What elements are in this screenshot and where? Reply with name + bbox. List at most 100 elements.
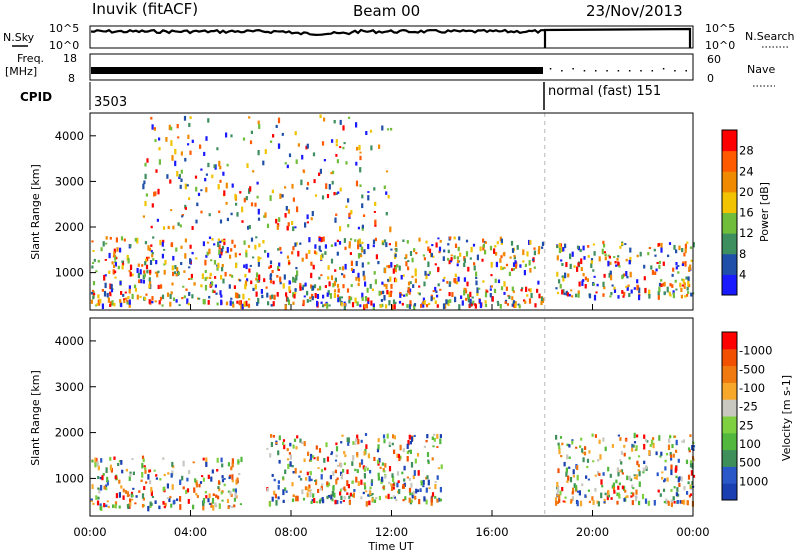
echo-cell	[338, 241, 342, 245]
echo-cell	[381, 303, 384, 308]
echo-cell	[320, 254, 323, 261]
echo-cell	[355, 476, 358, 483]
echo-cell	[495, 252, 498, 256]
echo-cell	[313, 250, 317, 254]
echo-cell	[392, 495, 395, 498]
echo-cell	[596, 283, 599, 287]
echo-cell	[282, 283, 285, 289]
echo-cell	[340, 441, 343, 444]
echo-cell	[231, 462, 234, 468]
echo-cell	[616, 500, 619, 505]
echo-cell	[388, 264, 391, 269]
echo-cell	[459, 252, 462, 257]
echo-cell	[438, 250, 441, 254]
echo-cell	[489, 288, 492, 291]
echo-cell	[175, 247, 178, 252]
echo-cell	[377, 472, 380, 478]
echo-cell	[652, 442, 655, 449]
echo-cell	[576, 500, 579, 507]
echo-cell	[456, 256, 459, 260]
echo-cell	[97, 476, 100, 479]
echo-cell	[687, 481, 690, 485]
echo-cell	[108, 252, 111, 259]
echo-cell	[318, 237, 321, 242]
echo-cell	[355, 276, 358, 281]
echo-cell	[673, 501, 676, 504]
echo-cell	[597, 471, 600, 476]
echo-cell	[484, 241, 487, 244]
echo-cell	[170, 291, 173, 295]
echo-cell	[119, 299, 122, 303]
echo-cell	[262, 240, 265, 244]
echo-cell	[449, 281, 452, 285]
echo-cell	[313, 179, 316, 184]
echo-cell	[310, 261, 313, 266]
echo-cell	[632, 492, 635, 497]
echo-cell	[638, 470, 641, 477]
echo-cell	[100, 247, 103, 252]
echo-cell	[227, 505, 230, 509]
echo-cell	[279, 276, 282, 283]
echo-cell	[678, 483, 681, 487]
echo-cell	[512, 290, 515, 293]
echo-cell	[643, 264, 646, 269]
echo-cell	[218, 210, 221, 213]
echo-cell	[575, 446, 578, 449]
echo-cell	[408, 478, 411, 481]
echo-cell	[385, 242, 388, 248]
echo-cell	[385, 304, 388, 309]
echo-cell	[238, 473, 241, 476]
echo-cell	[357, 481, 360, 487]
echo-cell	[669, 452, 672, 456]
nave-dot	[572, 68, 574, 70]
echo-cell	[304, 282, 307, 287]
echo-cell	[633, 474, 636, 477]
echo-cell	[684, 295, 687, 298]
echo-cell	[282, 442, 285, 446]
echo-cell	[170, 140, 173, 146]
echo-cell	[129, 244, 132, 248]
echo-cell	[312, 493, 315, 498]
echo-cell	[270, 304, 273, 307]
echo-cell	[588, 450, 591, 454]
echo-cell	[607, 254, 610, 257]
echo-cell	[103, 485, 106, 490]
echo-cell	[337, 297, 340, 303]
echo-cell	[422, 479, 425, 485]
echo-cell	[681, 500, 684, 505]
echo-cell	[325, 301, 328, 305]
echo-cell	[343, 496, 346, 500]
echo-cell	[299, 285, 302, 291]
echo-cell	[579, 248, 582, 252]
echo-cell	[202, 457, 205, 461]
echo-cell	[272, 301, 275, 307]
echo-cell	[428, 487, 431, 490]
echo-cell	[638, 287, 641, 293]
echo-cell	[331, 180, 334, 185]
echo-cell	[142, 279, 145, 284]
echo-cell	[312, 455, 315, 458]
velocity-panel-frame	[89, 317, 694, 517]
echo-cell	[626, 286, 629, 291]
echo-cell	[430, 500, 433, 506]
echo-cell	[329, 293, 332, 299]
echo-cell	[103, 275, 106, 281]
echo-cell	[220, 275, 223, 280]
echo-cell	[367, 299, 370, 305]
echo-cell	[95, 304, 98, 307]
echo-cell	[216, 469, 219, 472]
echo-cell	[564, 496, 567, 499]
echo-cell	[384, 474, 387, 479]
echo-cell	[277, 496, 280, 500]
echo-cell	[677, 493, 680, 497]
echo-cell	[628, 456, 631, 460]
echo-cell	[344, 454, 347, 458]
echo-cell	[282, 499, 285, 504]
echo-cell	[677, 477, 680, 483]
echo-cell	[666, 477, 669, 482]
echo-cell	[343, 462, 346, 466]
echo-cell	[233, 244, 236, 248]
echo-cell	[219, 165, 222, 170]
echo-cell	[310, 453, 313, 457]
echo-cell	[383, 295, 386, 301]
